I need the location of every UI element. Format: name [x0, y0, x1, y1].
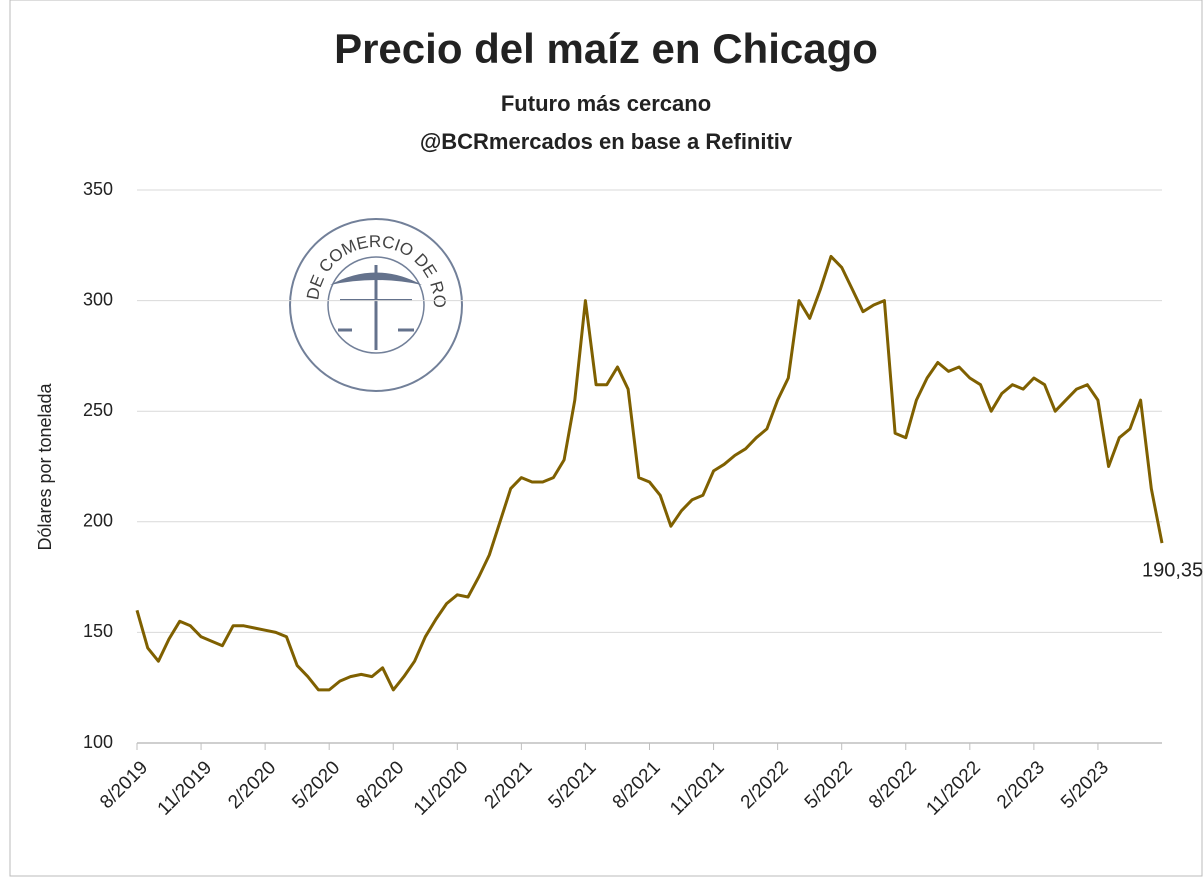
y-tick-label: 200 [83, 511, 113, 531]
chart-subtitle: @BCRmercados en base a Refinitiv [420, 129, 793, 154]
chart-subtitle: Futuro más cercano [501, 91, 711, 116]
y-tick-label: 300 [83, 289, 113, 309]
logo-icon [330, 272, 422, 285]
y-tick-label: 350 [83, 179, 113, 199]
logo-ring [327, 256, 425, 354]
chart-frame [9, 0, 1203, 877]
y-tick-label: 100 [83, 732, 113, 752]
chart-title: Precio del maíz en Chicago [334, 25, 878, 72]
y-axis-label: Dólares por tonelada [35, 382, 55, 550]
data-label: 190,35 [1142, 559, 1203, 581]
y-tick-label: 250 [83, 400, 113, 420]
y-tick-label: 150 [83, 621, 113, 641]
line-series [135, 254, 1164, 692]
